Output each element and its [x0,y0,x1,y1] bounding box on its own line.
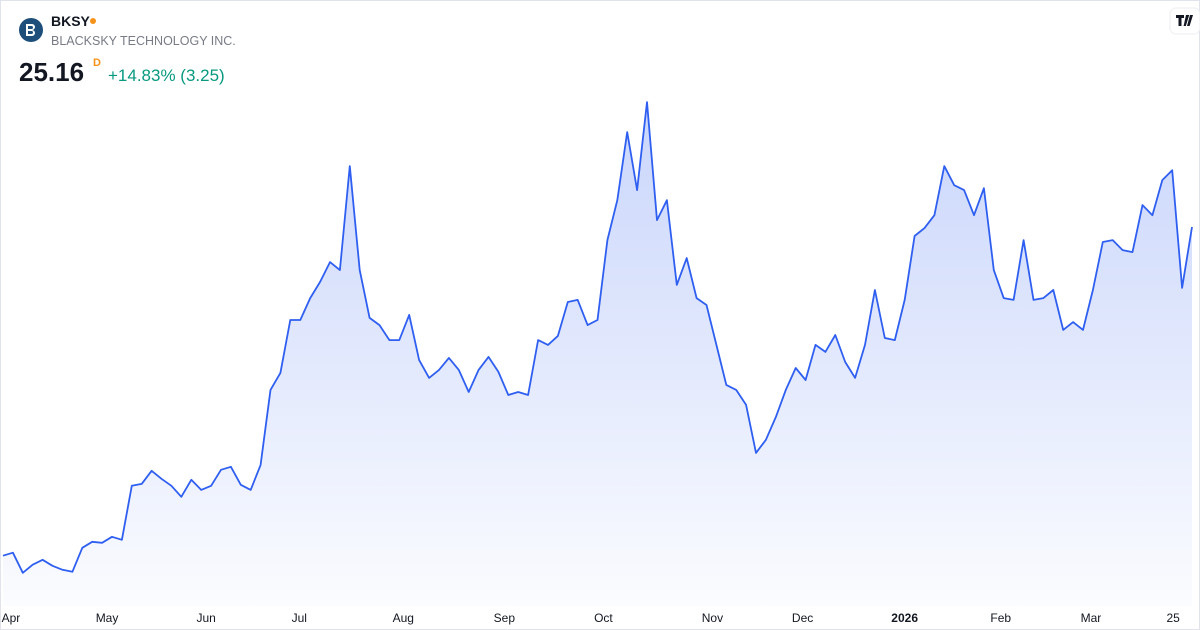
company-name: BLACKSKY TECHNOLOGY INC. [51,34,236,48]
change: +14.83% (3.25) [108,66,225,85]
brand-logo [1176,15,1193,26]
price-line [2,101,1193,574]
status-dot [90,18,96,24]
x-tick-label: Sep [494,611,516,625]
area-fill [3,102,1192,606]
x-tick-label: Jul [292,611,307,625]
header: BKSY BLACKSKY TECHNOLOGY INC. 25.16 D +1… [19,7,1200,87]
interval: D [93,57,101,69]
logo-glyph [26,24,35,36]
x-tick-label: May [96,611,119,625]
x-tick-label: Aug [393,611,414,625]
symbol: BKSY [51,13,91,29]
x-tick-label: Dec [792,611,813,625]
x-tick-label: Apr [2,611,21,625]
x-tick-label: Mar [1081,611,1102,625]
last-price: 25.16 [19,57,84,87]
x-tick-label: Feb [990,611,1011,625]
x-tick-label: Jun [196,611,215,625]
plot: Apr May Jun Jul Aug Sep Oct Nov Dec 2026 Feb Mar 25 [2,101,1193,625]
x-tick-label: Nov [702,611,723,625]
x-tick-label: 2026 [891,611,918,625]
x-tick-label: Oct [594,611,613,625]
x-tick-label: 25 [1166,611,1180,625]
